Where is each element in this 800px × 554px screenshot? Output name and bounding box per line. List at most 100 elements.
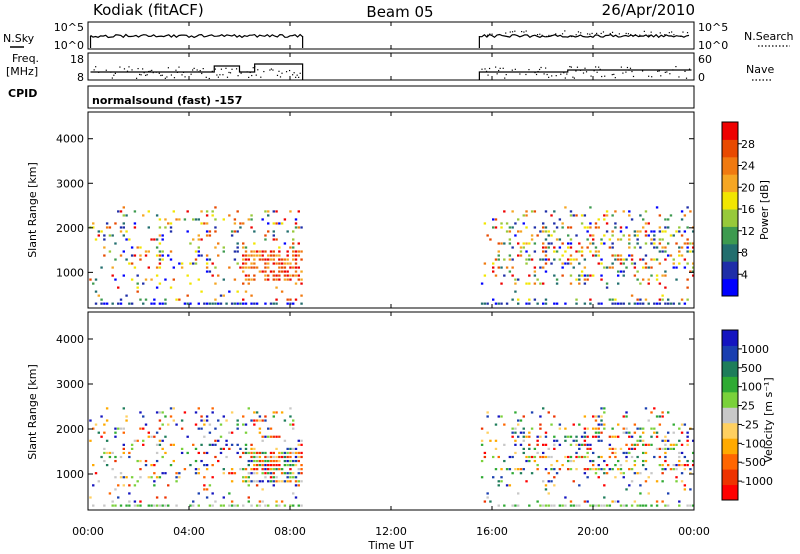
nave-dot (575, 70, 577, 72)
heatmap-cell (136, 439, 139, 442)
heatmap-cell (541, 246, 545, 249)
heatmap-cell (278, 258, 281, 261)
heatmap-cell (217, 439, 220, 442)
heatmap-cell (186, 435, 189, 438)
heatmap-cell (680, 464, 684, 467)
heatmap-cell (544, 455, 548, 459)
heatmap-cell (214, 500, 217, 503)
heatmap-cell (211, 504, 214, 507)
heatmap-cell (236, 230, 239, 233)
heatmap-cell (511, 431, 514, 434)
heatmap-cell (211, 302, 214, 305)
nave-dot (495, 66, 497, 68)
nave-dot (573, 77, 576, 79)
heatmap-cell (650, 274, 653, 277)
heatmap-cell (536, 439, 539, 442)
heatmap-cell (569, 459, 573, 463)
heatmap-cell (514, 222, 517, 225)
nave-dot (299, 72, 301, 74)
heatmap-cell (603, 234, 606, 237)
heatmap-cell (275, 411, 278, 414)
heatmap-cell (614, 222, 617, 225)
heatmap-cell (280, 262, 284, 265)
heatmap-cell (500, 266, 503, 269)
heatmap-cell (261, 435, 264, 438)
heatmap-cell (275, 500, 278, 503)
heatmap-cell (269, 258, 273, 261)
heatmap-cell (516, 230, 520, 233)
heatmap-cell (114, 278, 117, 281)
heatmap-cell (505, 222, 509, 225)
nave-dot (292, 74, 294, 76)
heatmap-cell (561, 266, 564, 269)
nsearch-dot (511, 31, 514, 33)
heatmap-cell (108, 234, 112, 237)
heatmap-cell (130, 443, 134, 446)
heatmap-cell (686, 246, 689, 249)
colorbar-tick-label: -1000 (741, 475, 773, 488)
colorbar-swatch (722, 261, 738, 280)
heatmap-cell (230, 468, 234, 471)
nsearch-dot (491, 33, 493, 35)
heatmap-cell (244, 443, 248, 446)
heatmap-cell (680, 254, 684, 257)
heatmap-cell (522, 427, 525, 430)
heatmap-cell (150, 238, 153, 241)
heatmap-cell (286, 464, 289, 467)
heatmap-cell (680, 298, 684, 301)
heatmap-cell (197, 246, 200, 249)
nsearch-dot (602, 31, 605, 33)
heatmap-cell (658, 226, 662, 229)
heatmap-cell (614, 455, 617, 459)
nsky-label: N.Sky (3, 32, 35, 45)
nave-right-tick-low: 0 (698, 71, 705, 84)
heatmap-cell (114, 242, 117, 245)
heatmap-cell (639, 246, 642, 249)
heatmap-cell (553, 504, 556, 507)
heatmap-cell (489, 238, 492, 241)
heatmap-cell (578, 278, 581, 281)
heatmap-cell (544, 254, 548, 257)
heatmap-cell (533, 447, 537, 450)
heatmap-cell (292, 472, 295, 475)
heatmap-cell (139, 254, 142, 257)
heatmap-cell (591, 435, 595, 438)
heatmap-cell (528, 242, 531, 245)
heatmap-cell (578, 447, 581, 450)
heatmap-cell (289, 472, 292, 475)
heatmap-cell (119, 302, 123, 305)
heatmap-cell (186, 230, 189, 233)
heatmap-cell (261, 459, 264, 463)
heatmap-cell (647, 476, 650, 479)
heatmap-cell (92, 464, 95, 467)
heatmap-cell (525, 262, 528, 265)
heatmap-cell (211, 443, 214, 446)
heatmap-cell (597, 464, 600, 467)
heatmap-cell (530, 238, 534, 241)
heatmap-cell (278, 222, 281, 225)
nsearch-dot (682, 31, 684, 33)
nave-dot (114, 72, 116, 74)
heatmap-cell (261, 270, 264, 273)
heatmap-cell (211, 262, 214, 265)
heatmap-cell (608, 246, 612, 249)
heatmap-cell (580, 435, 584, 438)
heatmap-cell (261, 500, 264, 503)
heatmap-cell (155, 451, 159, 455)
heatmap-cell (300, 468, 303, 471)
heatmap-cell (547, 447, 550, 450)
heatmap-cell (169, 226, 173, 229)
heatmap-cell (680, 246, 684, 249)
heatmap-cell (555, 282, 559, 285)
nave-dot (664, 71, 666, 73)
heatmap-cell (630, 443, 634, 446)
heatmap-cell (236, 210, 239, 213)
heatmap-cell (247, 464, 250, 467)
heatmap-cell (550, 242, 553, 245)
heatmap-cell (483, 500, 487, 503)
freq-left-tick-high: 18 (70, 53, 84, 66)
heatmap-cell (147, 250, 150, 253)
heatmap-cell (630, 455, 634, 459)
heatmap-cell (603, 411, 606, 414)
heatmap-cell (569, 254, 573, 257)
